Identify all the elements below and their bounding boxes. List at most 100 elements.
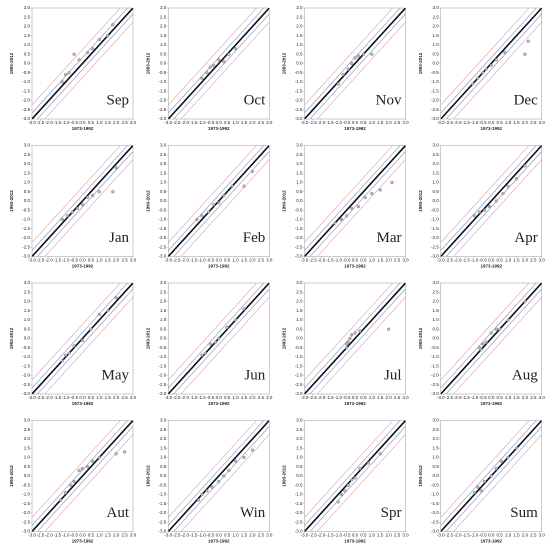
panel: -3.0 -2.5 -2.0 -1.5 -1.0 -0.5 0.0 0.5 1.0 1.5 2.0 2… [282,280,409,406]
data-point [350,61,354,66]
x-tick-label: 1.5 [513,258,520,263]
y-tick-label: -0.5 [295,207,303,212]
x-tick-label: -2.0 [181,258,189,263]
y-tick-label: -2.5 [431,244,439,249]
x-tick-label: -1.0 [198,395,206,400]
x-tick-label: -2.0 [181,395,189,400]
data-point [114,452,118,456]
offset-line [445,151,542,257]
data-point [370,52,374,56]
y-tick-label: -3.0 [22,391,30,396]
x-tick-label: 1.5 [105,395,112,400]
x-tick-label: 1.0 [505,533,512,538]
y-tick-label: -3.0 [295,529,303,534]
y-tick-label: 2.0 [160,436,167,441]
y-tick-label: -0.5 [22,345,30,350]
identity-line [304,8,406,119]
y-tick-label: -2.5 [158,244,166,249]
y-tick-label: 0.5 [24,464,31,469]
x-axis-label: 1973-1992 [344,539,366,544]
y-tick-label: -1.5 [295,501,303,506]
offset-line [168,145,265,251]
data-point [506,318,510,322]
x-tick-label: 3.0 [130,258,137,263]
offset-line [173,13,270,119]
y-tick-label: 3.0 [432,418,439,423]
data-point [482,479,487,484]
x-tick-label: 1.5 [377,258,384,263]
x-tick-label: -2.5 [37,120,45,125]
y-tick-label: 1.0 [160,455,167,460]
reference-lines [168,145,270,257]
panel: -3.0 -2.5 -2.0 -1.5 -1.0 -0.5 0.0 0.5 1.0 1.5 2.0 2… [418,280,545,406]
data-point [77,468,81,473]
data-point [60,359,64,363]
x-tick-label: 0.5 [497,395,504,400]
x-tick-label: 1.0 [369,395,376,400]
x-tick-label: -2.0 [45,395,53,400]
offset-line [37,151,133,257]
offset-line [304,8,394,106]
y-tick-label: -2.0 [158,98,166,103]
panel: -3.0 -2.5 -2.0 -1.5 -1.0 -0.5 0.0 0.5 1.0 1.5 2.0 2… [282,5,409,131]
x-tick-label: -0.5 [479,258,487,263]
x-tick-label: 2.0 [522,258,529,263]
data-point [489,331,493,335]
y-tick-label: 2.0 [296,161,303,166]
x-tick-label: -0.5 [343,395,351,400]
offset-line [316,159,406,257]
offset-line [32,283,121,381]
offset-line [304,145,401,251]
panel-label: Jan [109,230,129,246]
y-tick-label: 1.0 [296,180,303,185]
y-tick-label: 0.0 [432,198,439,203]
identity-line [168,420,270,532]
y-tick-label: -1.5 [431,363,439,368]
data-point [217,201,221,205]
y-tick-label: 0.0 [24,198,31,203]
x-tick-label: -3.0 [28,395,36,400]
x-tick-label: -1.5 [326,395,334,400]
data-point [222,193,226,198]
y-tick-label: 0.0 [296,473,303,478]
y-tick-label: 1.0 [160,317,167,322]
identity-line [440,8,542,119]
y-tick-label: -0.5 [22,207,30,212]
offset-line [44,159,133,257]
offset-line [168,145,257,243]
y-tick-label: -1.0 [158,492,166,497]
y-tick-label: 2.5 [160,152,167,157]
data-point [242,455,246,460]
x-tick-label: 1.5 [105,258,112,263]
data-point [90,193,95,198]
x-tick-label: -2.5 [173,120,181,125]
x-tick-label: 0.0 [352,120,359,125]
x-tick-label: -3.0 [164,533,172,538]
y-axis-label: 1993-2012 [418,327,423,349]
y-tick-label: 2.5 [24,289,31,294]
data-point [122,450,127,454]
x-tick-label: -0.5 [479,395,487,400]
data-point [97,455,101,460]
y-tick-label: -1.0 [295,492,303,497]
x-axis-label: 1973-1992 [480,264,502,269]
y-tick-label: -0.5 [431,207,439,212]
y-tick-label: -0.5 [431,70,439,75]
x-tick-label: -1.0 [471,120,479,125]
x-axis-label: 1973-1992 [208,264,230,269]
y-tick-label: 0.5 [432,189,439,194]
x-tick-label: 2.5 [394,258,401,263]
x-tick-label: 2.0 [386,258,393,263]
x-tick-label: 3.0 [266,120,273,125]
x-tick-label: 3.0 [539,395,545,400]
data-point [195,217,199,222]
data-point [494,199,498,203]
x-tick-label: -1.5 [462,120,470,125]
data-point [205,489,209,493]
x-tick-label: 3.0 [130,395,137,400]
x-tick-label: -0.5 [343,120,351,125]
data-point [111,23,115,27]
offset-line [309,151,406,257]
data-point [341,72,345,77]
y-tick-label: -2.5 [22,107,30,112]
